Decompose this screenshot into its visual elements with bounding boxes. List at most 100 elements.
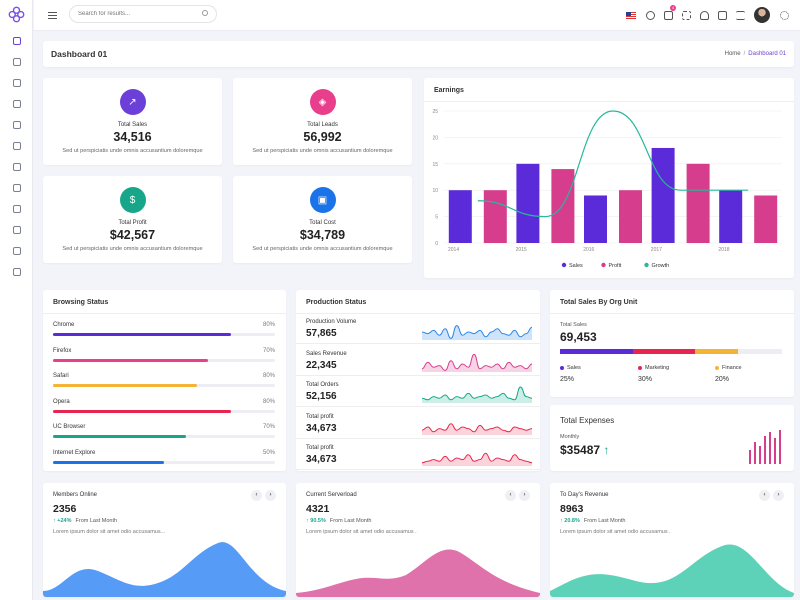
box-icon [12, 57, 21, 66]
browser-row: Firefox 70% [53, 348, 275, 362]
production-label: Sales Revenue [306, 350, 347, 357]
message-icon[interactable] [718, 11, 727, 20]
home-icon [12, 36, 21, 45]
chevron-left-icon[interactable]: ‹ [505, 490, 516, 501]
org-unit-pct: 20% [715, 376, 730, 383]
mini-change-row: ↑ 90.5% From Last Month [306, 518, 371, 524]
sidebar-item-12[interactable] [0, 261, 33, 282]
browser-pct: 80% [262, 398, 275, 405]
bar-profit[interactable] [619, 190, 642, 243]
area-chart [296, 549, 540, 597]
stat-label: Total Leads [307, 122, 338, 128]
us-flag-icon[interactable] [626, 12, 636, 19]
bar-profit[interactable] [754, 195, 778, 243]
area-chart [550, 544, 794, 597]
sidebar-item-4[interactable] [0, 93, 33, 114]
bar-sales[interactable] [651, 147, 675, 243]
mini-title: Members Online [53, 492, 98, 498]
stat-label: Total Cost [309, 220, 336, 226]
bar-sales[interactable] [584, 195, 607, 243]
progress-track [53, 333, 275, 336]
stat-card-leads: ◈ Total Leads 56,992 Sed ut perspiciatis… [233, 78, 412, 165]
search-icon[interactable] [202, 10, 208, 16]
production-value: 52,156 [306, 391, 337, 402]
stat-card-profit: $ Total Profit $42,567 Sed ut perspiciat… [43, 176, 222, 263]
production-value: 34,673 [306, 422, 337, 434]
sidebar-item-8[interactable] [0, 177, 33, 198]
chevron-right-icon[interactable]: › [773, 490, 784, 501]
progress-fill [53, 358, 209, 362]
map-icon [12, 225, 21, 234]
bar-profit[interactable] [551, 169, 575, 243]
org-legend-item: Sales 25% [560, 365, 581, 383]
org-legend-item: Finance 20% [715, 365, 742, 383]
sparkline [422, 353, 532, 372]
sidebar-item-6[interactable] [0, 135, 33, 156]
cart-icon[interactable] [664, 11, 673, 20]
pager: ‹ › [759, 490, 784, 501]
breadcrumb-home[interactable]: Home [724, 51, 741, 57]
bell-icon[interactable] [700, 11, 709, 20]
mini-stat-card: Members Online ‹ › 2356 ↑ +24% From Last Mont… [43, 483, 286, 597]
list-icon[interactable] [736, 11, 745, 20]
production-status-card: Production Status Production Volume 57,86… [296, 290, 540, 471]
progress-fill [53, 460, 164, 464]
production-label: Total Orders [306, 382, 339, 388]
gear-icon[interactable] [780, 11, 789, 20]
bar-sales[interactable] [516, 163, 540, 243]
mini-stat-card: To Day's Revenue ‹ › 8963 ↑ 20.8% From Last M… [550, 483, 794, 597]
cube-icon: ◈ [309, 89, 336, 115]
sidebar-nav [0, 30, 33, 282]
browser-row: Opera 80% [53, 398, 275, 413]
legend-dot [638, 365, 642, 370]
image-icon [12, 120, 21, 129]
bar-profit[interactable] [686, 163, 710, 243]
sparkline [422, 325, 532, 340]
stat-desc: Sed ut perspiciatis unde omnis accusanti… [252, 246, 393, 252]
settings-icon [12, 99, 21, 108]
expenses-label: Monthly [560, 434, 580, 440]
menu-toggle-icon[interactable] [48, 12, 57, 19]
bar-sales[interactable] [448, 190, 472, 243]
org-unit-name: Finance [722, 365, 742, 371]
chevron-left-icon[interactable]: ‹ [759, 490, 770, 501]
org-legend-item: Marketing 30% [638, 365, 669, 383]
browser-name: Safari [53, 373, 69, 379]
expenses-card: Total Expenses Monthly $35487 ↑ [550, 405, 794, 471]
sidebar-item-7[interactable] [0, 156, 33, 177]
sidebar-item-2[interactable] [0, 51, 33, 72]
bar-profit[interactable] [483, 190, 507, 243]
page-header: Dashboard 01 Home / Dashboard 01 [43, 41, 794, 67]
fullscreen-icon[interactable] [682, 11, 691, 20]
x-tick-label: 2015 [516, 247, 527, 253]
mini-period: From Last Month [329, 518, 372, 524]
chart-title: Earnings [434, 87, 464, 94]
sidebar-item-3[interactable] [0, 72, 33, 93]
chevron-left-icon[interactable]: ‹ [251, 490, 262, 501]
logo-icon[interactable] [8, 6, 25, 23]
moon-icon[interactable] [646, 11, 655, 20]
avatar[interactable] [754, 7, 770, 23]
production-row: Production Volume 57,865 [296, 313, 540, 344]
sidebar-item-9[interactable] [0, 198, 33, 219]
y-tick-label: 15 [432, 162, 438, 168]
progress-track [53, 409, 275, 413]
browser-pct: 80% [262, 373, 275, 379]
sidebar-item-dashboard[interactable] [0, 30, 33, 51]
stat-value: 34,516 [113, 130, 152, 144]
sidebar-item-10[interactable] [0, 219, 33, 240]
org-segment [695, 349, 738, 354]
browser-name: UC Browser [53, 424, 86, 430]
mini-value: 8963 [560, 503, 584, 515]
sidebar-item-5[interactable] [0, 114, 33, 135]
x-tick-label: 2017 [651, 247, 662, 253]
chevron-right-icon[interactable]: › [519, 490, 530, 501]
y-tick-label: 10 [432, 188, 438, 194]
search-input[interactable] [69, 5, 217, 23]
sidebar-item-11[interactable] [0, 240, 33, 261]
bar-sales[interactable] [719, 190, 743, 243]
browser-name: Internet Explore [53, 449, 96, 456]
chevron-right-icon[interactable]: › [265, 490, 276, 501]
card-title: Total Sales By Org Unit [560, 299, 638, 306]
browser-name: Opera [53, 398, 70, 405]
